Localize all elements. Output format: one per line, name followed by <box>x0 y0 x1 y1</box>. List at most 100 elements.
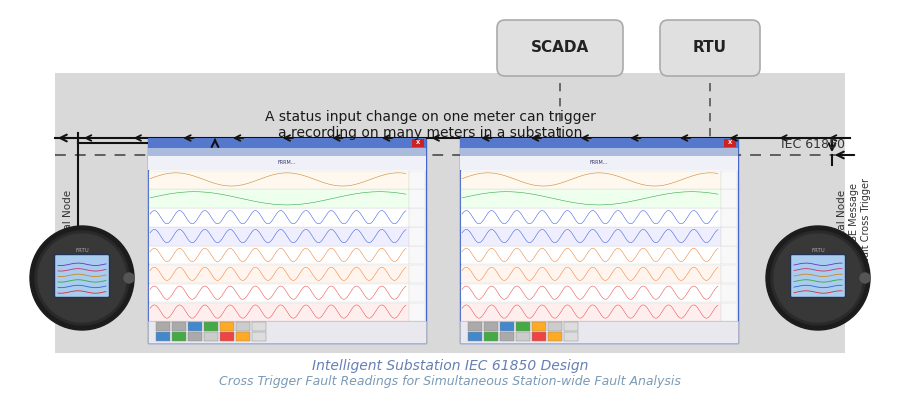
Bar <box>156 332 170 341</box>
Bar <box>148 156 426 170</box>
Bar <box>236 322 250 331</box>
Bar <box>204 322 218 331</box>
Bar <box>461 265 721 283</box>
Bar <box>252 322 266 331</box>
Circle shape <box>774 234 862 322</box>
FancyBboxPatch shape <box>55 255 110 297</box>
Bar <box>721 171 737 189</box>
Bar <box>149 303 409 321</box>
Bar <box>409 227 425 246</box>
Bar <box>188 332 202 341</box>
Bar <box>532 332 546 341</box>
Bar <box>188 322 202 331</box>
Bar <box>148 148 426 156</box>
Bar <box>484 332 498 341</box>
Bar <box>721 246 737 264</box>
Bar <box>461 227 721 246</box>
Bar <box>409 303 425 321</box>
Bar <box>500 332 514 341</box>
Bar <box>236 332 250 341</box>
Bar <box>532 322 546 331</box>
Bar <box>564 332 578 341</box>
Bar <box>460 321 738 343</box>
Bar <box>148 321 426 343</box>
Text: X: X <box>728 140 732 146</box>
Bar <box>149 246 409 264</box>
Circle shape <box>771 231 865 325</box>
Bar <box>461 246 721 264</box>
Bar <box>409 189 425 208</box>
Text: Intelligent Substation IEC 61850 Design: Intelligent Substation IEC 61850 Design <box>311 359 589 373</box>
Text: FRRM...: FRRM... <box>590 160 608 166</box>
Bar <box>220 322 234 331</box>
Bar <box>409 246 425 264</box>
Bar <box>149 265 409 283</box>
Bar <box>564 322 578 331</box>
Bar <box>460 148 738 156</box>
Text: SCADA: SCADA <box>531 40 590 55</box>
Bar <box>220 332 234 341</box>
Bar <box>461 284 721 302</box>
Bar <box>149 227 409 246</box>
Bar <box>156 322 170 331</box>
Text: X: X <box>416 140 420 146</box>
Text: FRTU: FRTU <box>811 248 825 253</box>
Bar <box>149 171 409 189</box>
Bar <box>500 322 514 331</box>
Bar <box>148 138 426 343</box>
Bar <box>721 303 737 321</box>
Text: Logical Node: Logical Node <box>837 189 847 257</box>
Text: FRTU: FRTU <box>75 248 89 253</box>
Bar <box>721 189 737 208</box>
Circle shape <box>124 273 134 283</box>
Bar <box>461 189 721 208</box>
Bar <box>721 208 737 226</box>
Bar <box>172 332 186 341</box>
Bar <box>409 284 425 302</box>
Bar <box>55 73 845 353</box>
Text: IEC 61850: IEC 61850 <box>781 138 845 151</box>
Bar <box>409 265 425 283</box>
Bar <box>460 138 738 148</box>
Text: Cross Trigger Fault Readings for Simultaneous Station-wide Fault Analysis: Cross Trigger Fault Readings for Simulta… <box>219 375 681 388</box>
Bar <box>149 208 409 226</box>
Bar <box>484 322 498 331</box>
Bar <box>516 332 530 341</box>
FancyBboxPatch shape <box>497 20 623 76</box>
Bar <box>721 227 737 246</box>
Bar <box>468 332 482 341</box>
Bar <box>204 332 218 341</box>
Bar <box>721 284 737 302</box>
Bar <box>548 332 562 341</box>
Text: FRRM...: FRRM... <box>278 160 296 166</box>
FancyBboxPatch shape <box>790 255 845 297</box>
Bar <box>172 322 186 331</box>
Text: Logical Node: Logical Node <box>63 189 73 257</box>
Bar <box>548 322 562 331</box>
Bar <box>721 265 737 283</box>
Bar <box>148 138 426 148</box>
Bar <box>149 189 409 208</box>
Circle shape <box>30 226 134 330</box>
Bar <box>409 208 425 226</box>
Text: GOOSE Message
Fault Cross Trigger: GOOSE Message Fault Cross Trigger <box>850 178 871 268</box>
Bar <box>724 139 736 147</box>
Bar <box>516 322 530 331</box>
Bar <box>460 156 738 170</box>
Text: A status input change on one meter can trigger
a recording on many meters in a s: A status input change on one meter can t… <box>265 110 596 140</box>
Bar <box>460 138 738 343</box>
Bar <box>409 171 425 189</box>
Bar <box>412 139 424 147</box>
Circle shape <box>860 273 870 283</box>
Bar <box>252 332 266 341</box>
Circle shape <box>38 234 126 322</box>
Bar <box>461 303 721 321</box>
Bar <box>149 284 409 302</box>
Bar <box>461 171 721 189</box>
Circle shape <box>766 226 870 330</box>
Text: RTU: RTU <box>693 40 727 55</box>
FancyBboxPatch shape <box>660 20 760 76</box>
Bar <box>461 208 721 226</box>
Bar <box>468 322 482 331</box>
Circle shape <box>35 231 129 325</box>
